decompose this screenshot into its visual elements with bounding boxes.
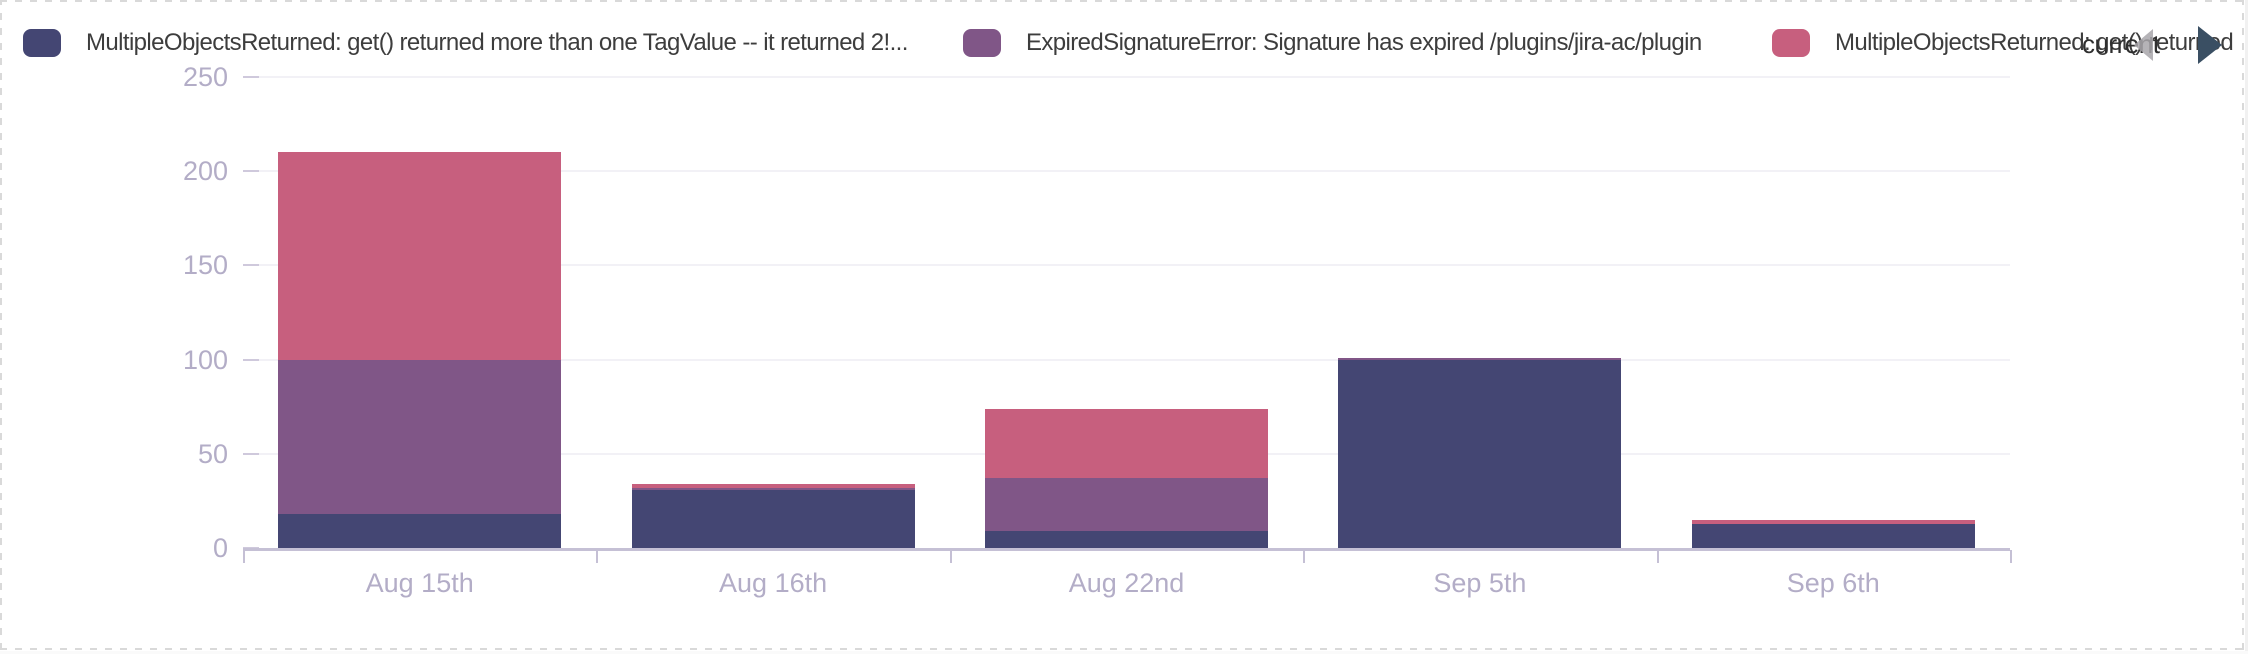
dashed-border-left (0, 0, 2, 650)
y-axis-label: 250 (182, 62, 228, 92)
y-axis-tick (243, 76, 259, 78)
y-axis-label: 100 (182, 344, 228, 375)
y-axis-tick (243, 170, 259, 173)
bar-segment[interactable] (278, 514, 562, 548)
bar-segment[interactable] (631, 483, 915, 488)
dashed-border-right (2242, 0, 2244, 650)
x-axis-line (243, 548, 2010, 551)
right-gutter (2245, 0, 2248, 654)
bar-segment[interactable] (985, 408, 1268, 479)
x-axis-tick (949, 550, 952, 563)
bar-segment[interactable] (985, 531, 1268, 548)
bottom-gutter (0, 651, 2248, 654)
gridline (243, 264, 2010, 267)
gridline (243, 358, 2010, 361)
bar-segment[interactable] (631, 489, 915, 548)
gridline (243, 76, 2010, 78)
x-axis-label: Aug 22nd (1068, 568, 1185, 598)
legend-swatch-icon (23, 29, 61, 57)
y-axis-tick (243, 358, 259, 361)
bar-segment[interactable] (1691, 523, 1975, 548)
y-axis-label: 200 (182, 156, 228, 187)
bar-segment[interactable] (278, 359, 562, 515)
legend-item-label: MultipleObjectsReturned: get() returned … (86, 29, 908, 56)
legend-item-expiredsignatureerror[interactable]: ExpiredSignatureError: Signature has exp… (963, 28, 1702, 58)
x-axis-tick (1656, 550, 1659, 563)
previous-arrow-icon[interactable] (2134, 29, 2153, 61)
x-axis-label: Aug 15th (365, 568, 474, 598)
bar-segment[interactable] (631, 487, 915, 490)
legend-item-multipleobjectsreturned[interactable]: MultipleObjectsReturned: get() returned … (23, 28, 908, 58)
legend-item-label: ExpiredSignatureError: Signature has exp… (1026, 29, 1702, 56)
legend-swatch-icon (963, 29, 1001, 57)
y-axis-label: 150 (182, 250, 228, 281)
bar-segment[interactable] (1338, 359, 1622, 548)
x-axis-tick (1303, 550, 1306, 563)
y-axis-label: 50 (197, 438, 228, 469)
x-axis-label: Aug 16th (719, 568, 828, 598)
dashed-border-top (0, 0, 2244, 2)
bar-segment[interactable] (985, 478, 1268, 532)
y-axis-tick (243, 264, 259, 267)
next-arrow-icon[interactable] (2198, 26, 2222, 64)
gridline (243, 170, 2010, 173)
y-axis-tick (243, 452, 259, 455)
bar-segment[interactable] (1691, 519, 1975, 524)
x-axis-tick (596, 550, 599, 563)
bar-segment[interactable] (1338, 357, 1622, 360)
x-axis-label: Sep 6th (1786, 568, 1880, 598)
bar-segment[interactable] (278, 152, 562, 360)
legend-item-label: MultipleObjectsReturned: get() returned (1835, 29, 2234, 56)
x-axis-tick (243, 550, 245, 563)
y-axis-label: 0 (212, 533, 228, 563)
x-axis-tick (2010, 550, 2012, 563)
legend-swatch-icon (1772, 29, 1810, 57)
dashed-border-bottom (0, 648, 2244, 650)
legend-item-multipleobjectsreturned-2[interactable]: MultipleObjectsReturned: get() returned (1772, 28, 2233, 58)
x-axis-label: Sep 5th (1433, 568, 1527, 598)
